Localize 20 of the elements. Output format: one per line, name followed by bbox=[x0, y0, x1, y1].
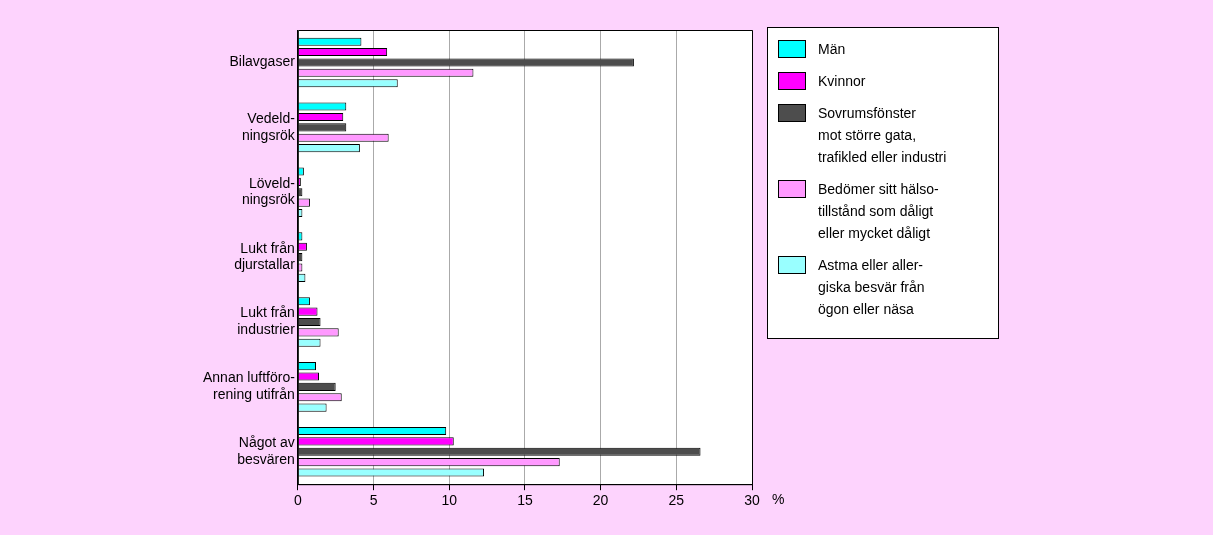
y-tick-label: Lukt från industrier bbox=[237, 304, 296, 338]
legend-label: Kvinnor bbox=[818, 72, 866, 91]
x-tick-label: 0 bbox=[293, 492, 302, 509]
legend-label: Sovrumsfönster mot större gata, trafikled eller industri bbox=[818, 104, 947, 167]
x-tick-label: 10 bbox=[441, 492, 458, 509]
x-tick-label: 15 bbox=[517, 492, 533, 509]
y-tick-label: Lukt från djurstallar bbox=[234, 239, 296, 273]
legend-label: Män bbox=[818, 40, 846, 59]
legend-label: Astma eller aller- giska besvär från ögon eller näsa bbox=[818, 256, 925, 319]
x-tick-label: 20 bbox=[592, 492, 609, 509]
x-axis-title: % bbox=[772, 491, 785, 508]
legend-label: Bedömer sitt hälso- tillstånd som dåligt eller mycket dåligt bbox=[818, 180, 939, 243]
y-tick-label: Bilavgaser bbox=[229, 53, 296, 70]
x-tick-label: 25 bbox=[668, 492, 685, 509]
y-tick-label: Löveld- ningsrök bbox=[241, 174, 296, 208]
y-tick-label: Vedeld- ningsrök bbox=[241, 109, 296, 143]
x-tick-label: 30 bbox=[744, 492, 760, 509]
y-tick-label: Något av besvären bbox=[237, 434, 295, 468]
y-tick-label: Annan luftföro- rening utifrån bbox=[202, 369, 296, 403]
x-tick-label: 5 bbox=[369, 492, 378, 509]
